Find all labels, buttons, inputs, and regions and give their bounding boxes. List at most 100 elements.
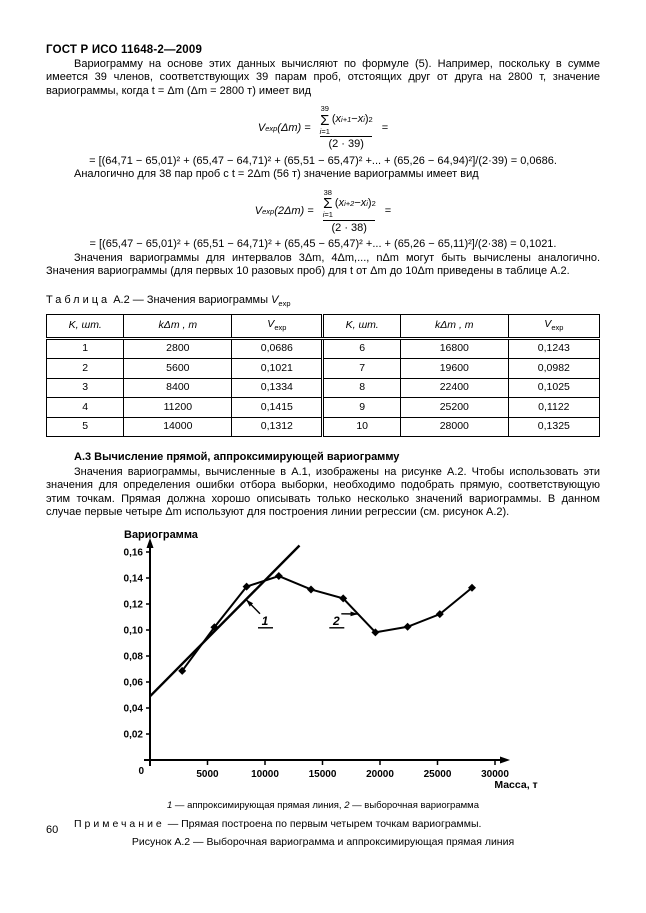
sum-symbol: 39 Σ i=1 <box>319 104 330 136</box>
table-cell: 7 <box>321 358 401 379</box>
section-heading-a3: А.3 Вычисление прямой, аппроксимирующей … <box>74 451 400 464</box>
formula1-denominator: (2 · 39) <box>320 136 372 152</box>
page-number: 60 <box>46 824 59 836</box>
annotation-label: 1 <box>262 614 269 628</box>
origin-label: 0 <box>138 766 144 777</box>
table-cell: 0,1312 <box>231 416 324 438</box>
table-cell: 11200 <box>123 397 233 418</box>
table-cell: 4 <box>45 397 125 418</box>
table-cell: 8 <box>321 377 401 399</box>
y-tick-label: 0,14 <box>124 573 144 584</box>
table-cell: 0,1334 <box>231 377 324 399</box>
sum-symbol: 38 Σ i=1 <box>322 187 333 219</box>
table-cell: 0,1415 <box>231 397 324 418</box>
data-point-marker <box>178 666 187 675</box>
table-col-header: kΔm , т <box>123 314 233 340</box>
document-title: ГОСТ Р ИСО 11648-2—2009 <box>46 44 203 56</box>
x-tick-label: 10000 <box>251 769 279 780</box>
table-cell: 10 <box>321 416 401 438</box>
table-cell: 0,1243 <box>507 337 601 360</box>
formula1-arg: (Δm) = <box>277 121 311 134</box>
y-tick-label: 0,06 <box>124 677 144 688</box>
formula2-equals: = <box>384 205 392 217</box>
table-cell: 1 <box>45 337 125 360</box>
variogram-values-table: K, шт. kΔm , т Vexp K, шт. kΔm , т Vexp 1 2800… <box>45 314 601 438</box>
variogram-chart: 0,02 0,04 0,06 0,08 0,10 0,12 0,14 0,16 5000 1000… <box>124 529 538 791</box>
data-point-marker <box>242 582 251 591</box>
table-row: 5 14000 0,1312 10 28000 0,1325 <box>45 416 601 438</box>
table-cell: 22400 <box>399 377 509 399</box>
data-point-marker <box>371 628 380 637</box>
y-tick-label: 0,16 <box>124 547 144 558</box>
y-tick-label: 0,02 <box>124 729 144 740</box>
table-cell: 19600 <box>399 358 509 379</box>
x-tick-label: 15000 <box>309 769 337 780</box>
table-cell: 25200 <box>399 397 509 418</box>
x-tick-label: 5000 <box>196 769 219 780</box>
table-cell: 14000 <box>123 416 233 438</box>
chart-title: Вариограмма <box>124 529 199 541</box>
table-cell: 2 <box>45 358 125 379</box>
formula2-numerator: (x i+2 − x i) 2 <box>334 196 376 209</box>
table-row: 2 5600 0,1021 7 19600 0,0982 <box>45 358 601 379</box>
table-col-header: Vexp <box>507 314 601 340</box>
data-point-marker <box>210 623 219 632</box>
formula2-v-sub: exp <box>262 207 275 216</box>
table-row: 4 11200 0,1415 9 25200 0,1122 <box>45 397 601 418</box>
data-point-marker <box>403 622 412 631</box>
paragraph-analogous: Аналогично для 38 пар проб с t = 2Δm (56… <box>74 168 479 180</box>
table-col-header: K, шт. <box>321 314 401 340</box>
table-col-header: K, шт. <box>45 314 125 340</box>
regression-line <box>149 544 301 697</box>
table-cell: 0,0982 <box>507 358 601 379</box>
table-cell: 0,1025 <box>507 377 601 399</box>
table-header-row: K, шт. kΔm , т Vexp K, шт. kΔm , т Vexp <box>45 314 601 340</box>
table-body: 1 2800 0,0686 6 16800 0,1243 2 5600 0,1021 7 19600… <box>45 337 601 438</box>
data-point-marker <box>274 571 283 580</box>
data-point-marker <box>307 585 315 594</box>
x-axis-label: Масса, т <box>494 779 537 791</box>
formula2-denominator: (2 · 38) <box>323 219 375 236</box>
paragraph-intervals: Значения вариограммы для интервалов 3Δm,… <box>46 251 600 278</box>
formula1-v-sub: exp <box>265 123 278 133</box>
table-cell: 9 <box>321 397 401 418</box>
formula1-numerator: (x i+1 − x i) 2 <box>331 113 373 126</box>
table-cell: 5 <box>45 416 125 438</box>
annotation-label: 2 <box>332 614 340 628</box>
figure-caption: Рисунок А.2 — Выборочная вариограмма и а… <box>131 836 515 849</box>
annotation-arrow-icon <box>246 599 254 607</box>
formula2-fraction: 38 Σ i=1 (x i+2 − x i) 2 (2 · 38) <box>318 187 381 236</box>
variogram-line <box>181 574 473 672</box>
x-tick-label: 20000 <box>366 769 394 780</box>
note: Примечание — Прямая построена по первым … <box>74 817 482 830</box>
table-cell: 8400 <box>123 377 233 399</box>
y-tick-label: 0,12 <box>124 599 144 610</box>
table-row: 3 8400 0,1334 8 22400 0,1025 <box>45 377 601 399</box>
y-axis-arrow-icon <box>146 537 154 548</box>
data-point-marker <box>435 609 444 618</box>
table-col-header: Vexp <box>231 314 324 340</box>
y-tick-label: 0,04 <box>124 703 144 714</box>
table-cell: 16800 <box>399 337 509 360</box>
paragraph-variogram-intro: Вариограмму на основе этих данных вычисл… <box>46 57 600 97</box>
formula1-fraction: 39 Σ i=1 (x i+1 − x i) 2 (2 · 39) <box>315 105 378 152</box>
figure-a2: 0,02 0,04 0,06 0,08 0,10 0,12 0,14 0,16 5000 1000… <box>104 528 600 799</box>
formula2-arg: (2Δm) = <box>274 205 314 217</box>
data-point-marker <box>468 583 476 592</box>
x-tick-label: 30000 <box>481 769 509 780</box>
y-tick-label: 0,08 <box>124 651 144 662</box>
table-cell: 5600 <box>123 358 233 379</box>
annotation-arrow-icon <box>350 611 359 617</box>
formula2-v: V <box>254 205 263 217</box>
data-point-marker <box>339 594 348 603</box>
table-row: 1 2800 0,0686 6 16800 0,1243 <box>45 337 601 360</box>
table-cell: 0,1021 <box>231 358 324 379</box>
table-col-header: kΔm , т <box>399 314 509 340</box>
formula1-v: V <box>257 121 266 134</box>
formula1-evaluation: = [(64,71 − 65,01)² + (65,47 − 64,71)² +… <box>89 154 557 167</box>
table-cell: 2800 <box>123 337 233 360</box>
table-cell: 0,1122 <box>507 397 601 418</box>
